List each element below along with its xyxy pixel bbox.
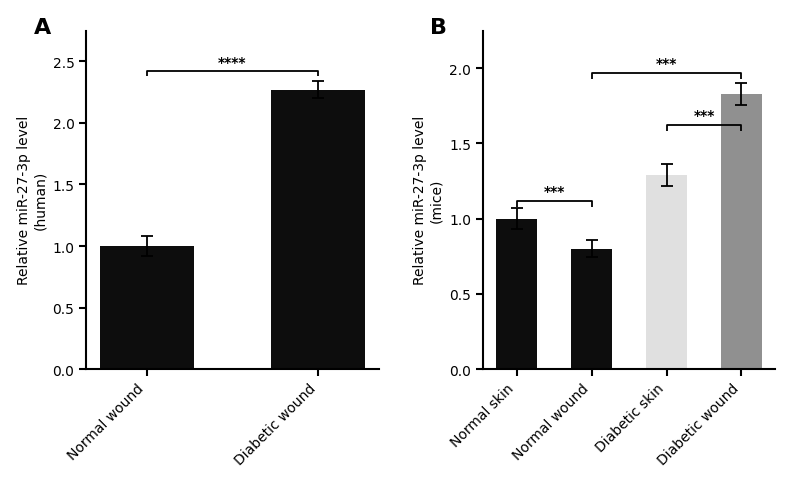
Text: A: A [33,18,51,38]
Bar [100,246,194,369]
Bar [497,219,538,369]
Bar [721,94,762,369]
Y-axis label: Relative miR-27-3p level
(mice): Relative miR-27-3p level (mice) [413,116,444,285]
Text: ****: **** [218,56,246,70]
Bar [646,176,687,369]
Text: ***: *** [543,184,565,198]
Text: ***: *** [656,57,677,71]
Y-axis label: Relative miR-27-3p level
(human): Relative miR-27-3p level (human) [17,116,47,285]
Bar [271,91,365,369]
Text: ***: *** [693,109,714,123]
Bar [571,249,612,369]
Text: B: B [430,18,447,38]
